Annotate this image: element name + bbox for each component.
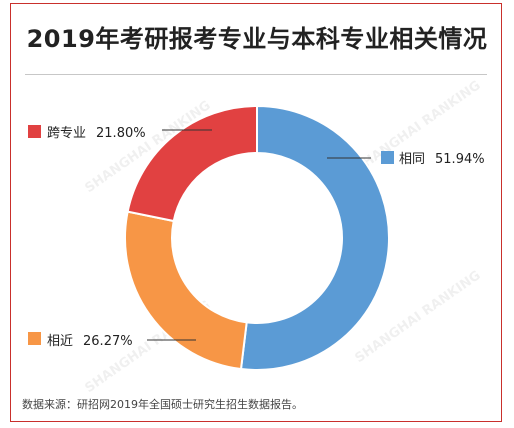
legend-swatch-cross-major: [28, 125, 41, 138]
title-divider: [25, 74, 487, 75]
chart-title: 2019年考研报考专业与本科专业相关情况: [26, 25, 488, 53]
donut-slice-cross-major: [126, 104, 258, 223]
legend-swatch-similar: [28, 332, 41, 345]
data-source-note: 数据来源：研招网2019年全国硕士研究生招生数据报告。: [22, 398, 303, 411]
donut-slice-same: [239, 104, 390, 371]
legend-swatch-same: [381, 151, 394, 164]
slice-label-same: 相同 51.94%: [399, 152, 485, 167]
slice-label-similar: 相近 26.27%: [47, 334, 133, 349]
slice-label-cross-major: 跨专业 21.80%: [47, 126, 146, 141]
